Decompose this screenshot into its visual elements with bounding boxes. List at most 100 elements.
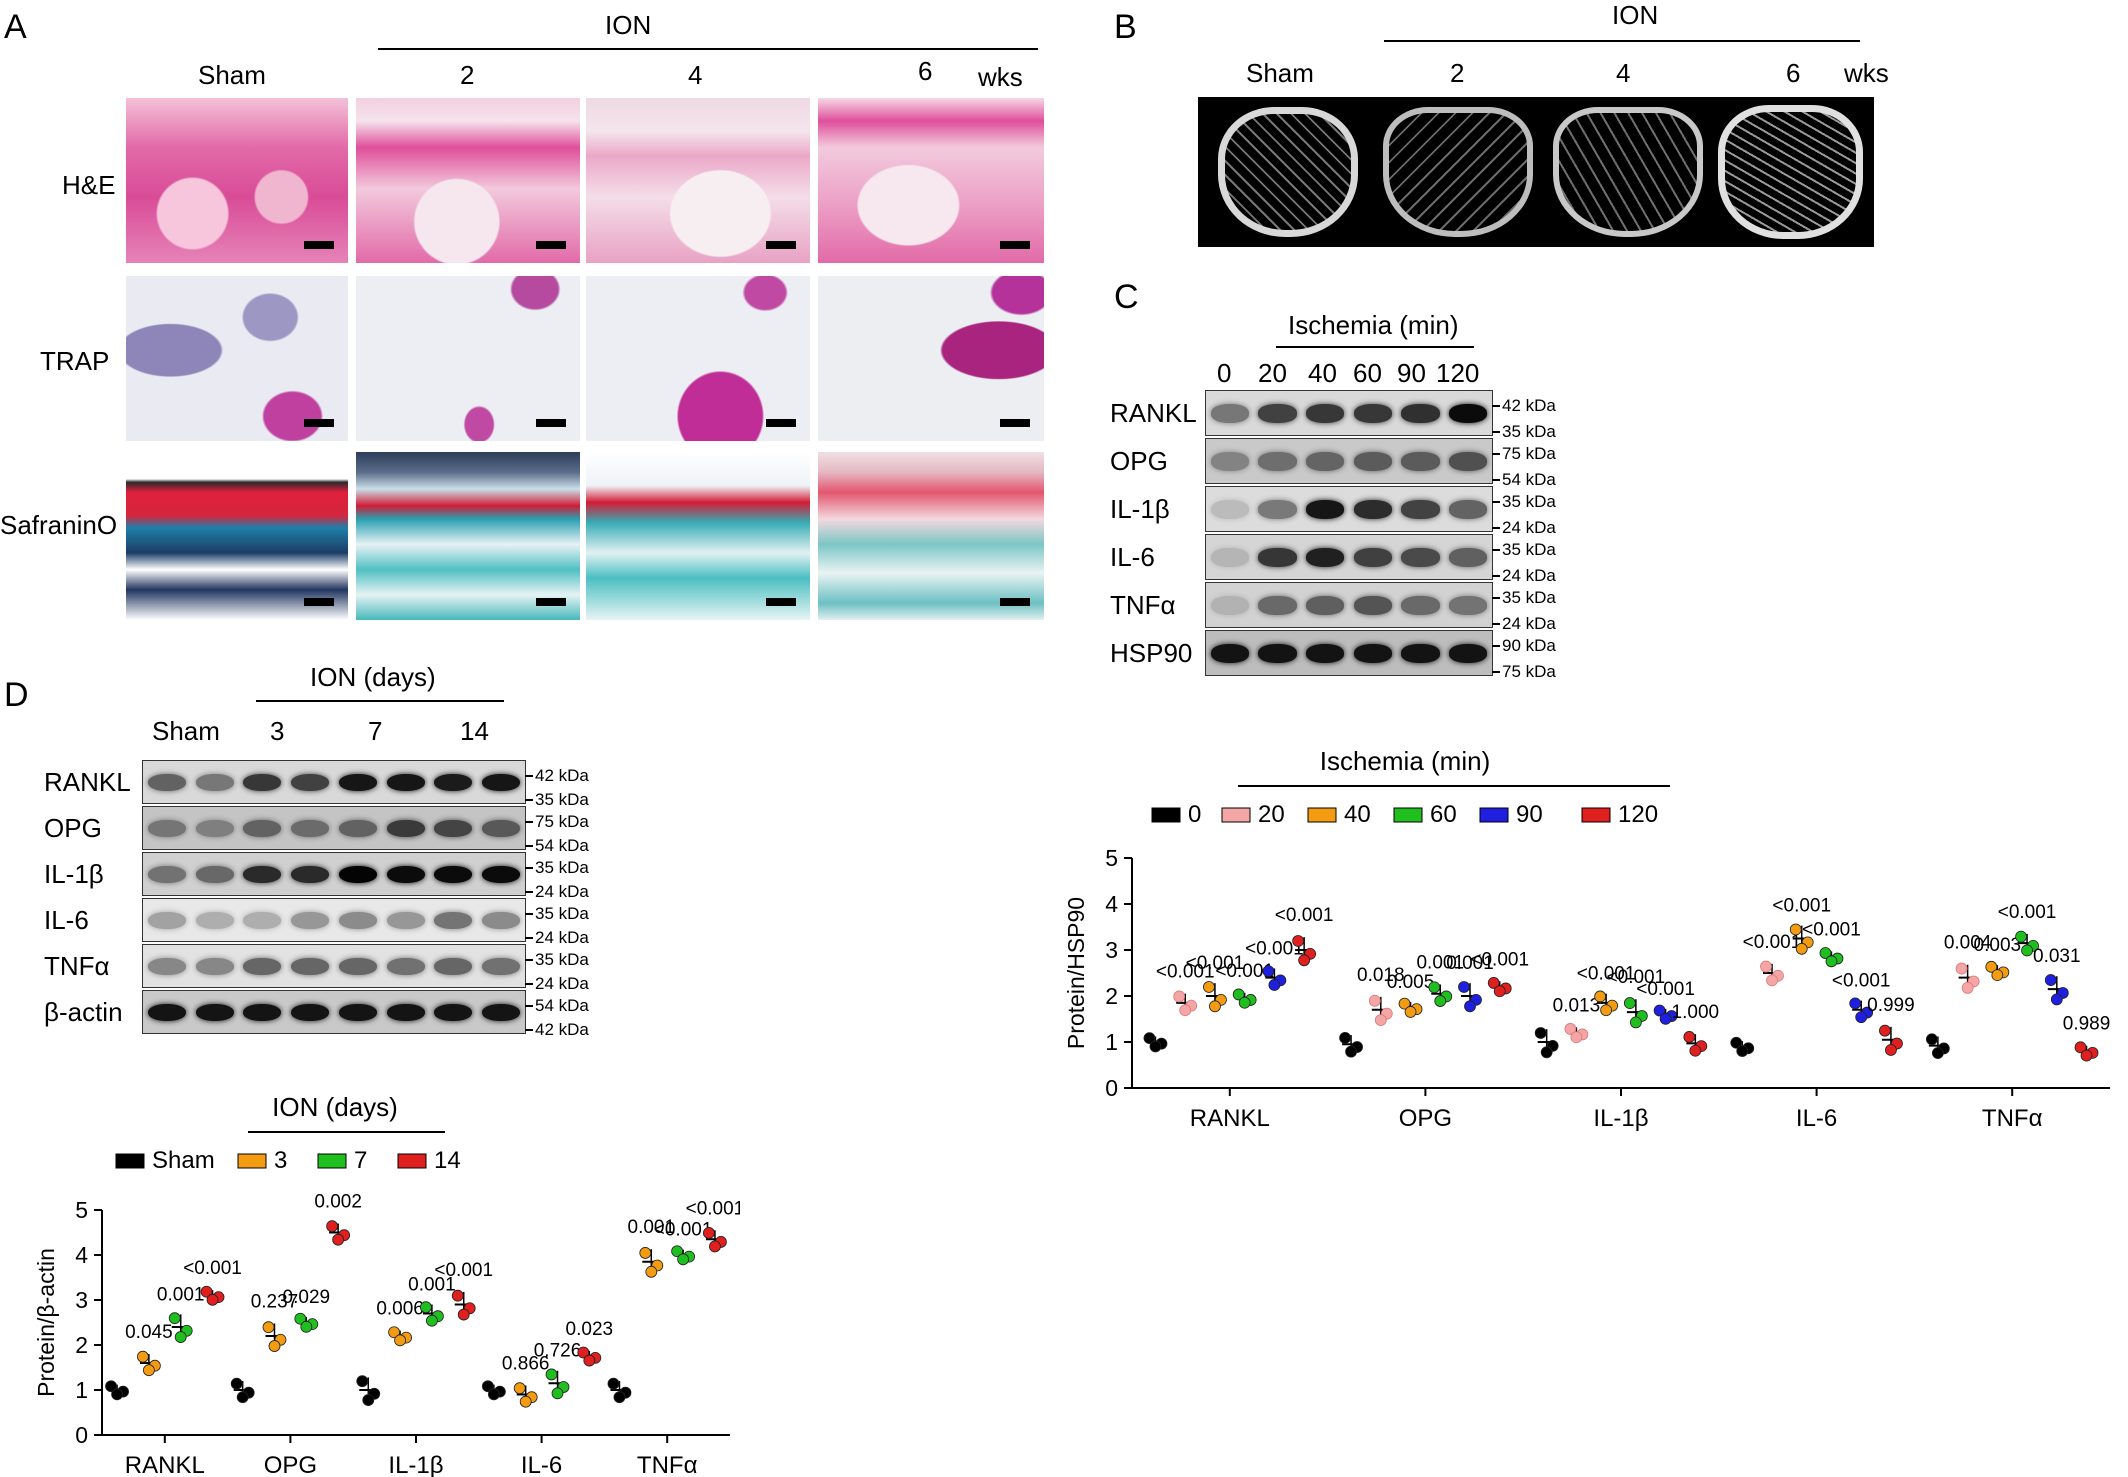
panel-d-kda-tick xyxy=(525,799,533,801)
panel-d-chart-point xyxy=(206,1293,219,1306)
panel-d-lane-14: 14 xyxy=(460,716,489,746)
panel-d-kda-label: 24 kDa xyxy=(535,928,589,947)
safranin-2wk-image xyxy=(356,452,580,620)
panel-c-chart-y-tick-label: 0 xyxy=(1105,1075,1118,1101)
panel-d-blot-opg xyxy=(142,806,526,850)
panel-c-chart-x-tick-label: TNFα xyxy=(1982,1105,2043,1132)
panel-c-kda-label: 24 kDa xyxy=(1502,518,1556,537)
panel-d-protein-rankl: RANKL xyxy=(44,767,131,797)
panel-d-chart-y-tick-label: 1 xyxy=(75,1377,88,1403)
panel-d-chart-p-value: <0.001 xyxy=(183,1258,242,1279)
panel-c-chart-p-value: <0.001 xyxy=(1186,953,1245,974)
panel-c-chart-point xyxy=(1760,960,1772,973)
microct-4wk xyxy=(1553,107,1703,237)
panel-d-chart-point xyxy=(451,1289,464,1302)
he-sham-image xyxy=(126,98,348,263)
panel-d-band xyxy=(386,957,425,976)
panel-c-chart-y-tick-label: 4 xyxy=(1105,891,1118,917)
panel-c-chart-p-value: <0.001 xyxy=(1998,902,2057,923)
panel-c-chart-point xyxy=(1564,1023,1577,1035)
panel-d-band xyxy=(291,773,330,792)
panel-c-kda-label: 42 kDa xyxy=(1502,396,1556,415)
panel-d-kda-tick xyxy=(525,845,533,847)
panel-d-chart-y-tick-label: 4 xyxy=(75,1242,88,1268)
trap-2wk-image xyxy=(356,276,580,441)
panel-c-chart-point xyxy=(1819,947,1832,959)
panel-c-band xyxy=(1306,548,1345,567)
panel-d-chart-point xyxy=(200,1285,213,1298)
panel-d-chart-p-value: <0.001 xyxy=(686,1198,740,1219)
panel-d-band xyxy=(147,911,186,930)
panel-c-blot-rankl xyxy=(1205,390,1493,436)
panel-d-protein-opg: OPG xyxy=(44,813,102,843)
panel-d-band xyxy=(434,1003,473,1022)
panel-c-chart-legend-swatch xyxy=(1307,807,1337,823)
panel-d-protein-beta-actin: β-actin xyxy=(44,997,123,1027)
panel-d-chart-y-tick-label: 0 xyxy=(75,1422,88,1448)
panel-c-kda-label: 24 kDa xyxy=(1502,566,1556,585)
panel-d-band xyxy=(147,865,186,884)
scale-bar xyxy=(304,419,334,427)
panel-d-chart-point xyxy=(677,1253,690,1266)
panel-b-ion-line xyxy=(1384,40,1860,42)
panel-d-chart-point xyxy=(394,1334,406,1347)
panel-d-chart-y-tick-label: 5 xyxy=(75,1197,88,1223)
panel-d-kda-tick xyxy=(525,937,533,939)
panel-c-chart-p-value: 0.001 xyxy=(1416,953,1464,974)
panel-d-chart-y-tick-label: 3 xyxy=(75,1287,88,1313)
panel-d-chart-p-value: 0.045 xyxy=(125,1322,173,1343)
panel-d-chart-x-tick-label: OPG xyxy=(264,1452,317,1477)
panel-c-kda-tick xyxy=(1492,575,1500,577)
panel-d-band xyxy=(243,819,282,838)
panel-d-kda-tick xyxy=(525,1029,533,1031)
panel-d-chart-p-value: 0.002 xyxy=(314,1192,362,1213)
panel-c-band xyxy=(1210,500,1249,519)
panel-a-col-4: 4 xyxy=(688,60,703,90)
panel-c-chart-p-value: <0.001 xyxy=(1275,905,1334,926)
panel-d-chart-point xyxy=(481,1380,494,1393)
panel-d-chart-point xyxy=(168,1312,181,1325)
panel-c-chart-point xyxy=(1292,935,1305,947)
panel-c-kda-tick xyxy=(1492,431,1500,433)
panel-a-row-he: H&E xyxy=(62,170,116,200)
panel-d-chart-point xyxy=(362,1394,375,1406)
panel-d-kda-tick xyxy=(525,913,533,915)
panel-c-lane-60: 60 xyxy=(1353,358,1382,388)
panel-c-chart: Ischemia (min) 0 20 40 60 90 120 0 1 2 3 4 5 Protein/… xyxy=(1063,746,2110,1132)
scale-bar xyxy=(536,419,566,427)
scale-bar xyxy=(766,241,796,249)
panel-d-band xyxy=(338,957,377,976)
panel-c-chart-point xyxy=(1298,954,1311,967)
panel-d-lane-sham: Sham xyxy=(152,716,220,746)
panel-c-chart-point xyxy=(1730,1036,1743,1049)
panel-c-protein-opg: OPG xyxy=(1110,446,1168,476)
panel-c-chart-p-value: 0.999 xyxy=(1867,995,1915,1016)
scale-bar xyxy=(536,241,566,249)
panel-c-blot-il-6 xyxy=(1205,534,1493,580)
panel-d-band xyxy=(482,911,521,930)
panel-c-chart-y-axis-label: Protein/HSP90 xyxy=(1063,897,1089,1049)
he-6wk-image xyxy=(818,98,1044,263)
panel-c-band xyxy=(1449,500,1488,519)
panel-c-chart-x-tick-label: IL-1β xyxy=(1593,1105,1648,1132)
panel-d-band xyxy=(243,957,282,976)
panel-c-blot-opg xyxy=(1205,438,1493,484)
panel-d-chart-p-value: 0.726 xyxy=(534,1341,582,1362)
panel-c-chart-point xyxy=(1991,969,2004,982)
panel-d-protein-tnfalpha: TNFα xyxy=(44,951,110,981)
panel-c-chart-legend-label: 120 xyxy=(1618,801,1658,828)
panel-a-ion-label: ION xyxy=(605,10,652,40)
panel-letter-b: B xyxy=(1114,8,1137,46)
panel-d-chart-x-tick-label: IL-1β xyxy=(388,1452,443,1477)
panel-c-band xyxy=(1401,404,1440,423)
panel-d-band xyxy=(482,1003,521,1022)
panel-d-band xyxy=(243,1003,282,1022)
panel-c-lane-120: 120 xyxy=(1436,358,1480,388)
panel-c-chart-point xyxy=(1493,985,1506,998)
panel-c-protein-hsp90: HSP90 xyxy=(1110,638,1193,668)
panel-d-band xyxy=(386,1003,425,1022)
panel-d-band xyxy=(434,865,473,884)
panel-c-chart-point xyxy=(1570,1031,1583,1044)
panel-d-band xyxy=(434,819,473,838)
scale-bar xyxy=(304,241,334,249)
